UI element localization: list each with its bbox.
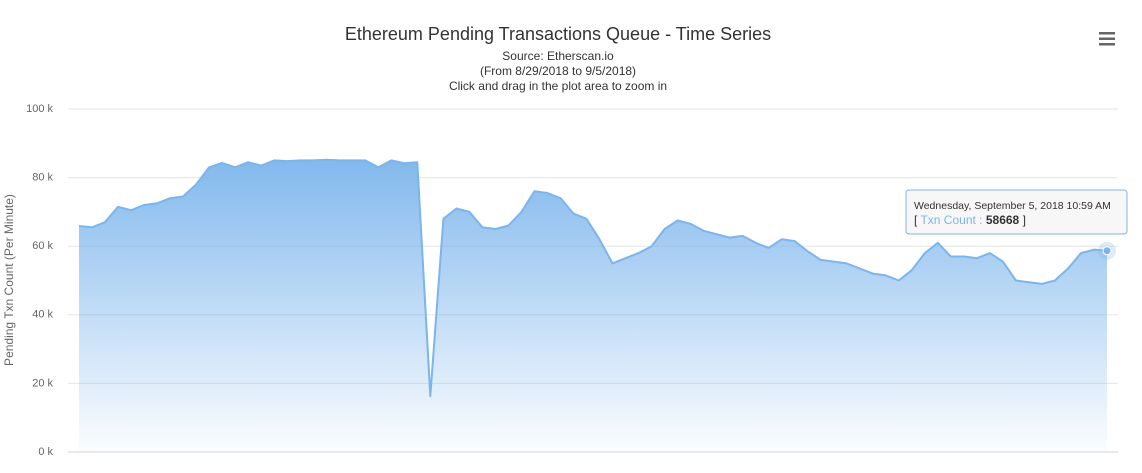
y-tick-label: 100 k — [26, 103, 53, 115]
subtitle: Source: Etherscan.io — [502, 49, 614, 63]
chart-title: Ethereum Pending Transactions Queue - Ti… — [345, 24, 771, 44]
y-axis-title: Pending Txn Count (Per Minute) — [2, 194, 16, 366]
tooltip-header: Wednesday, September 5, 2018 10:59 AM — [914, 200, 1111, 212]
y-tick-label: 60 k — [32, 240, 53, 252]
y-tick-label: 80 k — [32, 172, 53, 184]
tooltip-body: [ Txn Count : 58668 ] — [914, 213, 1026, 227]
y-tick-label: 0 k — [38, 446, 53, 458]
tooltip-box — [905, 189, 1128, 235]
tooltip-bracket: [ — [914, 213, 918, 227]
y-tick-label: 40 k — [32, 309, 53, 321]
tooltip-bracket: ] — [1023, 213, 1026, 227]
menu-button[interactable] — [1092, 26, 1122, 52]
hover-marker — [1102, 246, 1112, 256]
subtitle: Click and drag in the plot area to zoom … — [449, 79, 667, 93]
tooltip-value: 58668 — [986, 213, 1020, 227]
y-tick-label: 20 k — [32, 377, 53, 389]
tooltip-series-name: Txn Count : — [920, 213, 982, 227]
area — [79, 159, 1107, 453]
line — [78, 158, 1108, 398]
subtitle: (From 8/29/2018 to 9/5/2018) — [480, 64, 636, 78]
